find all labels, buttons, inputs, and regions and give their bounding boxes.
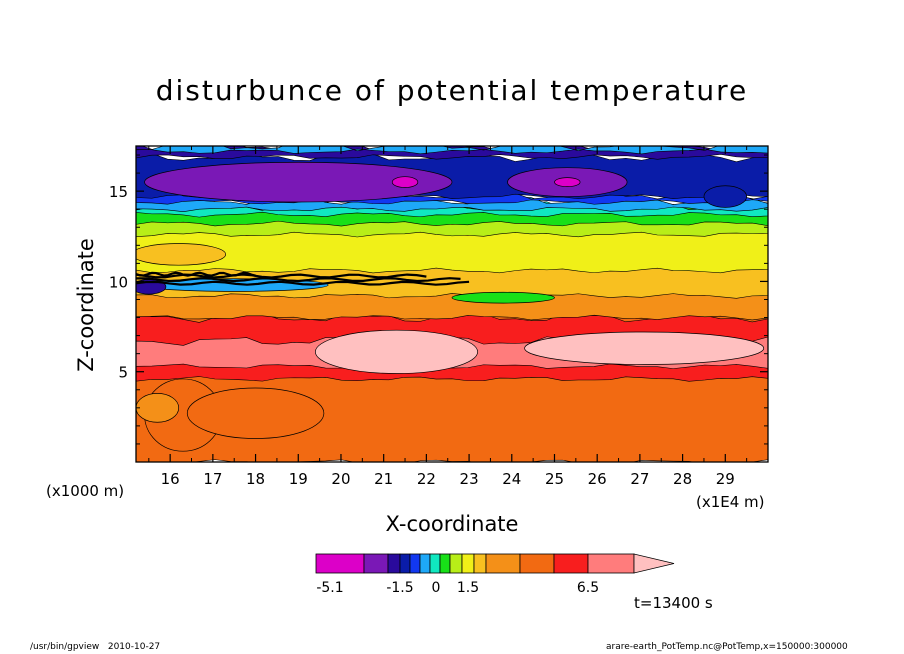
- colorbar-swatch: [519, 553, 555, 574]
- colorbar-swatch: [409, 553, 421, 574]
- x-tick-label: 26: [588, 470, 607, 488]
- colorbar-swatch: [553, 553, 589, 574]
- contour-region: [703, 185, 747, 208]
- contour-region: [451, 291, 555, 304]
- contour-region: [144, 161, 453, 203]
- colorbar-swatch: [429, 553, 441, 574]
- contour-region: [554, 177, 581, 187]
- colorbar-swatch: [473, 553, 487, 574]
- colorbar-swatch: [587, 553, 635, 574]
- colorbar-swatch: [419, 553, 431, 574]
- y-tick-label: 15: [109, 183, 128, 201]
- x-unit-label: (x1E4 m): [696, 493, 765, 511]
- y-tick-label: 10: [109, 273, 128, 291]
- colorbar-swatch: [363, 553, 389, 574]
- colorbar-label: 6.5: [577, 580, 599, 596]
- x-tick-label: 27: [630, 470, 649, 488]
- colorbar-swatch: [387, 553, 401, 574]
- y-tick-label: 5: [118, 364, 128, 382]
- colorbar-label: -5.1: [316, 580, 343, 596]
- colorbar-label: -1.5: [386, 580, 413, 596]
- plot-frame: [135, 145, 769, 463]
- colorbar-label: 0: [432, 580, 441, 596]
- colorbar-arrow: [633, 553, 675, 574]
- contour-line: [136, 277, 461, 283]
- footer-program: /usr/bin/gpview 2010-10-27: [30, 642, 161, 652]
- x-tick-label: 18: [246, 470, 265, 488]
- contour-region: [524, 331, 765, 365]
- contour-line: [136, 280, 470, 286]
- plot-region: [136, 146, 768, 462]
- colorbar-swatch: [461, 553, 475, 574]
- z-unit-label: (x1000 m): [46, 482, 125, 500]
- x-tick-label: 25: [545, 470, 564, 488]
- x-tick-label: 20: [331, 470, 350, 488]
- x-tick-label: 22: [417, 470, 436, 488]
- colorbar-swatch: [485, 553, 521, 574]
- contour-region: [136, 393, 180, 423]
- contour-region: [136, 243, 227, 266]
- footer-source: arare-earth_PotTemp.nc@PotTemp,x=150000:…: [606, 642, 848, 652]
- x-tick-label: 16: [161, 470, 180, 488]
- contour-region: [391, 176, 419, 188]
- x-tick-label: 23: [460, 470, 479, 488]
- chart-title: disturbunce of potential temperature: [155, 74, 749, 107]
- colorbar-swatch: [439, 553, 451, 574]
- x-axis-label: X-coordinate: [385, 512, 519, 536]
- colorbar-swatch: [315, 553, 365, 574]
- colorbar-swatch: [449, 553, 463, 574]
- contour-line: [136, 271, 256, 277]
- contour-region: [315, 329, 478, 374]
- colorbar-label: 1.5: [457, 580, 479, 596]
- x-tick-label: 29: [716, 470, 735, 488]
- x-tick-label: 19: [289, 470, 308, 488]
- x-tick-label: 17: [203, 470, 222, 488]
- time-label: t=13400 s: [634, 594, 713, 612]
- contour-region: [186, 387, 325, 439]
- colorbar-swatch: [399, 553, 411, 574]
- contour-band: [136, 146, 768, 155]
- x-tick-label: 24: [502, 470, 521, 488]
- x-tick-label: 28: [673, 470, 692, 488]
- x-tick-label: 21: [374, 470, 393, 488]
